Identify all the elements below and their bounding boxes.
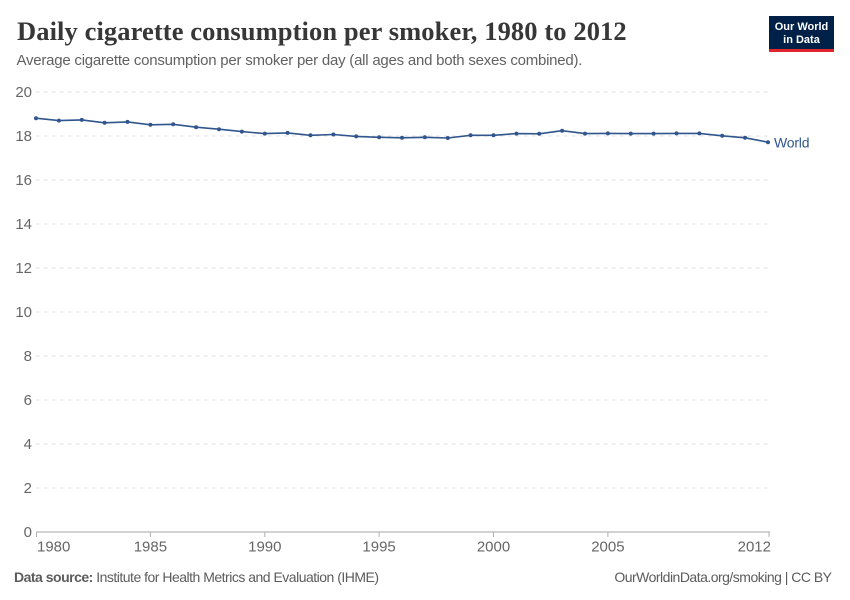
svg-text:10: 10 — [15, 304, 32, 321]
svg-text:12: 12 — [15, 260, 32, 277]
svg-text:World: World — [774, 135, 809, 151]
svg-text:2012: 2012 — [738, 539, 771, 556]
svg-text:1990: 1990 — [248, 539, 281, 556]
svg-text:1980: 1980 — [37, 539, 70, 556]
svg-text:18: 18 — [15, 128, 32, 145]
svg-text:0: 0 — [24, 524, 32, 541]
svg-text:2: 2 — [24, 480, 32, 497]
svg-text:1985: 1985 — [134, 539, 167, 556]
svg-text:2000: 2000 — [477, 539, 510, 556]
svg-text:1995: 1995 — [362, 539, 395, 556]
svg-text:20: 20 — [15, 84, 32, 101]
svg-text:4: 4 — [24, 436, 32, 453]
svg-text:16: 16 — [15, 172, 32, 189]
svg-text:6: 6 — [24, 392, 32, 409]
svg-text:8: 8 — [24, 348, 32, 365]
svg-text:14: 14 — [15, 216, 32, 233]
svg-text:2005: 2005 — [591, 539, 624, 556]
